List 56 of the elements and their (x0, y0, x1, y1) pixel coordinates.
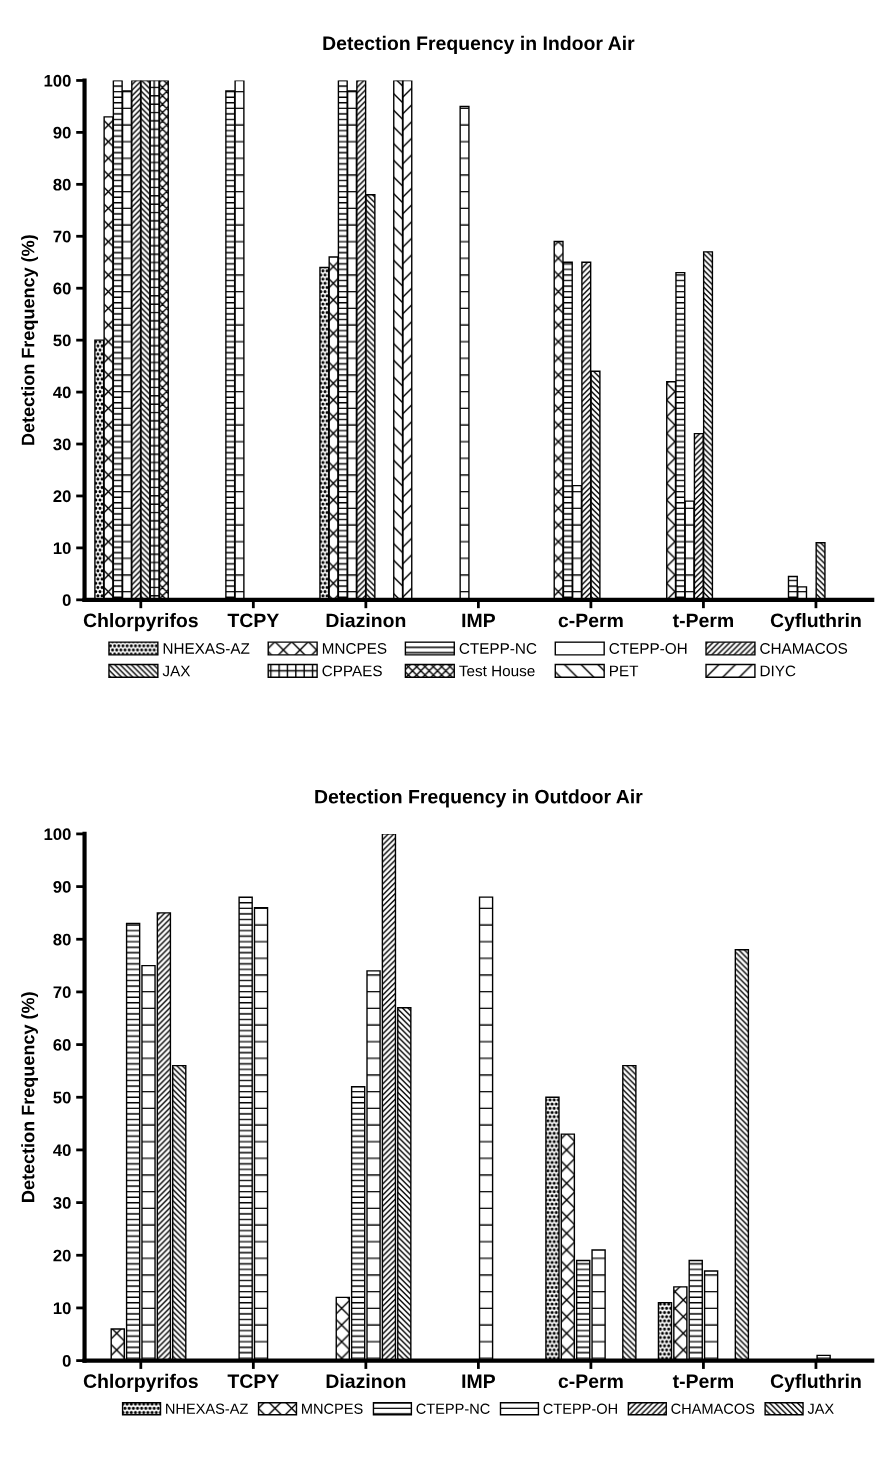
y-tick-label: 10 (53, 1302, 71, 1315)
x-tick-label: t-Perm (672, 613, 734, 628)
y-tick-label: 80 (53, 178, 71, 191)
x-tick-label: Diazinon (326, 1373, 406, 1389)
legend-label: PET (610, 665, 639, 677)
legend-label: CTEPP-NC (459, 643, 537, 654)
y-tick-label: 70 (53, 230, 71, 243)
y-tick-label: 100 (44, 828, 71, 841)
y-tick-label: 60 (53, 282, 71, 295)
legend-label: CTEPP-NC (416, 1403, 490, 1414)
legend-label: JAX (162, 665, 191, 677)
y-tick-label: 30 (53, 438, 71, 451)
x-tick-label: c-Perm (558, 613, 623, 628)
y-tick-label: 50 (53, 334, 71, 347)
y-tick-label: 0 (62, 1354, 71, 1367)
legend-label: CHAMACOS (760, 643, 848, 654)
x-tick-label: Chlorpyrifos (83, 613, 198, 632)
x-tick-label: TCPY (227, 1374, 279, 1389)
x-tick-label: c-Perm (558, 1374, 623, 1389)
x-tick-label: Cyfluthrin (770, 613, 861, 632)
legend-label: MNCPES (322, 643, 387, 654)
x-tick-label: TCPY (227, 613, 279, 628)
y-tick-label: 10 (53, 542, 71, 555)
y-axis-title: Detection Frequency (%) (21, 235, 38, 445)
x-tick-label: t-Perm (672, 1374, 734, 1389)
chart-title: Detection Frequency in Indoor Air (323, 35, 635, 54)
legend-label: CTEPP-OH (609, 643, 687, 654)
x-tick-label: Chlorpyrifos (83, 1373, 198, 1392)
y-tick-label: 0 (62, 594, 71, 607)
x-tick-label: Cyfluthrin (770, 1373, 861, 1392)
x-tick-label: IMP (462, 613, 495, 628)
legend-label: NHEXAS-AZ (166, 1403, 248, 1414)
x-tick-label: Diazinon (326, 613, 406, 628)
y-tick-label: 100 (44, 74, 71, 87)
y-tick-label: 60 (53, 1038, 71, 1051)
legend-label: NHEXAS-AZ (163, 643, 250, 654)
legend-label: CTEPP-OH (543, 1403, 617, 1414)
legend-label: MNCPES (302, 1403, 363, 1414)
legend-label: Test House (459, 665, 535, 677)
legend-label: CHAMACOS (671, 1403, 755, 1414)
legend-label: DIYC (760, 665, 796, 677)
legend-label: JAX (807, 1403, 834, 1414)
y-axis-title: Detection Frequency (%) (21, 992, 38, 1202)
y-tick-label: 90 (53, 126, 71, 139)
y-tick-label: 70 (53, 986, 71, 999)
y-tick-label: 80 (53, 933, 71, 946)
y-tick-label: 30 (53, 1196, 71, 1209)
y-tick-label: 20 (53, 490, 71, 503)
y-tick-label: 50 (53, 1091, 71, 1104)
y-tick-label: 20 (53, 1249, 71, 1262)
legend-label: CPPAES (322, 665, 382, 677)
y-tick-label: 90 (53, 880, 71, 893)
y-tick-label: 40 (53, 386, 71, 399)
y-tick-label: 40 (53, 1144, 71, 1157)
x-tick-label: IMP (462, 1374, 495, 1388)
chart-title: Detection Frequency in Outdoor Air (315, 789, 643, 808)
